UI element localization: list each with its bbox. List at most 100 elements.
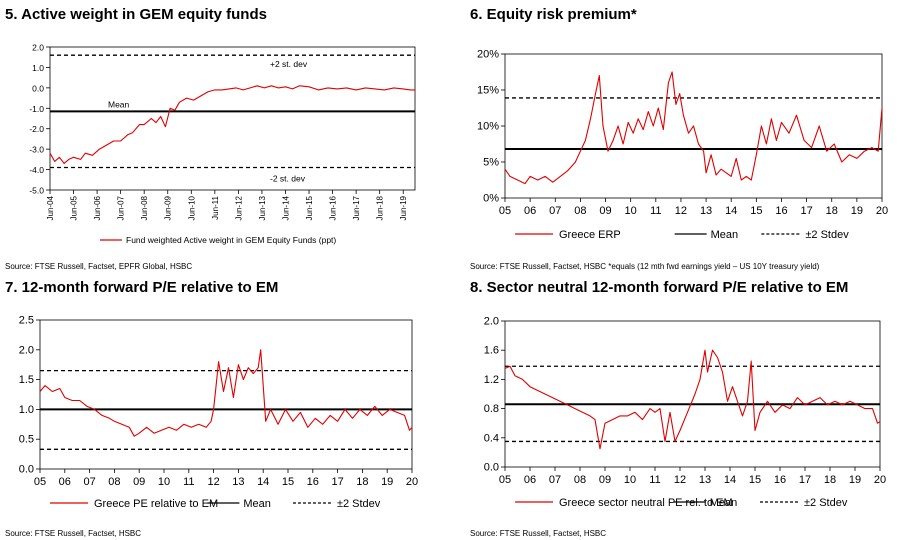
x-tick-label: 12 bbox=[675, 205, 687, 217]
x-tick-label: 09 bbox=[599, 205, 611, 217]
y-tick-label: 0.8 bbox=[484, 403, 499, 415]
x-tick-label: 08 bbox=[108, 476, 120, 488]
x-tick-label: Jun-08 bbox=[140, 195, 149, 220]
legend-label-mean: Mean bbox=[243, 498, 271, 510]
x-tick-label: 20 bbox=[406, 476, 418, 488]
x-tick-label: 09 bbox=[133, 476, 145, 488]
x-tick-label: 08 bbox=[574, 205, 586, 217]
x-tick-label: 19 bbox=[849, 474, 861, 486]
x-tick-label: Jun-19 bbox=[399, 195, 408, 220]
x-tick-label: Jun-05 bbox=[70, 195, 79, 220]
x-tick-label: Jun-06 bbox=[93, 195, 102, 220]
x-tick-label: 20 bbox=[874, 474, 886, 486]
x-tick-label: 18 bbox=[824, 474, 836, 486]
y-tick-label: 15% bbox=[477, 85, 499, 97]
y-tick-label: 2.0 bbox=[484, 316, 499, 328]
plot-frame bbox=[49, 46, 416, 191]
legend-label-series: Fund weighted Active weight in GEM Equit… bbox=[126, 235, 336, 245]
y-tick-label: -4.0 bbox=[29, 165, 44, 175]
x-tick-label: Jun-14 bbox=[281, 195, 290, 220]
y-tick-label: 1.6 bbox=[484, 345, 499, 357]
annotation-lower: -2 st. dev bbox=[270, 174, 306, 184]
x-tick-label: 13 bbox=[700, 205, 712, 217]
x-tick-label: 11 bbox=[649, 474, 660, 486]
x-tick-label: 13 bbox=[232, 476, 244, 488]
y-tick-label: -5.0 bbox=[29, 186, 44, 196]
x-tick-label: Jun-15 bbox=[305, 195, 314, 220]
x-tick-label: Jun-18 bbox=[376, 195, 385, 220]
y-tick-label: 2.5 bbox=[19, 315, 34, 327]
legend-label-mean: Mean bbox=[711, 229, 739, 241]
x-tick-label: 15 bbox=[749, 474, 761, 486]
y-tick-label: 5% bbox=[483, 157, 499, 169]
x-tick-label: 14 bbox=[724, 474, 736, 486]
chart-3-source: Source: FTSE Russell, Factset, HSBC bbox=[5, 529, 142, 538]
x-tick-label: 08 bbox=[574, 474, 586, 486]
x-tick-label: 11 bbox=[183, 476, 194, 488]
legend-label-series: Greece PE relative to EM bbox=[94, 498, 218, 510]
series-line-1 bbox=[504, 349, 881, 450]
x-tick-label: 16 bbox=[774, 474, 786, 486]
x-tick-label: 06 bbox=[524, 205, 536, 217]
y-tick-label: 2.0 bbox=[32, 43, 44, 53]
annotation-upper: +2 st. dev bbox=[270, 59, 308, 69]
x-tick-label: 17 bbox=[799, 474, 811, 486]
x-tick-label: 14 bbox=[257, 476, 269, 488]
y-tick-label: 0% bbox=[483, 193, 499, 205]
x-tick-label: 19 bbox=[851, 205, 863, 217]
legend-label-mean: Mean bbox=[710, 497, 738, 509]
y-tick-label: 1.2 bbox=[484, 374, 499, 386]
x-tick-label: 06 bbox=[524, 474, 536, 486]
y-tick-label: -3.0 bbox=[29, 145, 44, 155]
x-tick-label: Jun-07 bbox=[117, 195, 126, 220]
x-tick-label: 07 bbox=[83, 476, 95, 488]
chart-1-title: 5. Active weight in GEM equity funds bbox=[5, 6, 267, 23]
x-tick-label: Jun-13 bbox=[258, 195, 267, 220]
chart-2-source: Source: FTSE Russell, Factset, HSBC *equ… bbox=[470, 262, 820, 271]
plot-frame bbox=[504, 320, 881, 468]
x-tick-label: 17 bbox=[331, 476, 343, 488]
legend-label-series: Greece ERP bbox=[559, 229, 621, 241]
chart-2-title: 6. Equity risk premium* bbox=[470, 6, 637, 23]
y-tick-label: 0.5 bbox=[19, 434, 34, 446]
x-tick-label: Jun-17 bbox=[352, 195, 361, 220]
x-tick-label: 09 bbox=[599, 474, 611, 486]
x-tick-label: Jun-11 bbox=[211, 195, 220, 219]
x-tick-label: Jun-16 bbox=[329, 195, 338, 220]
x-tick-label: Jun-10 bbox=[187, 195, 196, 220]
chart-2: 20% 15% 10% 5% 0%05 06 07 08 09 10 11 12 13 14 15 16 17 1… bbox=[477, 49, 888, 242]
x-tick-label: 07 bbox=[549, 474, 561, 486]
series-line-1 bbox=[49, 85, 415, 164]
x-tick-label: 14 bbox=[725, 205, 737, 217]
legend-label-series: Greece sector neutral PE rel. to EM bbox=[559, 497, 733, 509]
x-tick-label: 15 bbox=[750, 205, 762, 217]
y-tick-label: 0.0 bbox=[32, 83, 44, 93]
chart-3: 2.5 2.0 1.5 1.0 0.5 0.005 06 07 08 09 10 11 12 13 14 15… bbox=[19, 315, 418, 511]
series-line-1 bbox=[504, 71, 883, 185]
y-tick-label: -2.0 bbox=[29, 124, 44, 134]
y-tick-label: 1.5 bbox=[19, 374, 34, 386]
series-line-1 bbox=[39, 349, 413, 437]
x-tick-label: 18 bbox=[826, 205, 838, 217]
legend-label-stdev: ±2 Stdev bbox=[804, 497, 848, 509]
x-tick-label: 19 bbox=[381, 476, 393, 488]
legend-label-stdev: ±2 Stdev bbox=[805, 229, 849, 241]
annotation-mean: Mean bbox=[108, 99, 130, 109]
x-tick-label: 13 bbox=[699, 474, 711, 486]
x-tick-label: 11 bbox=[650, 205, 661, 217]
y-tick-label: 2.0 bbox=[19, 344, 34, 356]
x-tick-label: Jun-09 bbox=[164, 195, 173, 220]
x-tick-label: 10 bbox=[624, 474, 636, 486]
chart-4-title: 8. Sector neutral 12-month forward P/E r… bbox=[470, 279, 849, 296]
x-tick-label: 06 bbox=[59, 476, 71, 488]
legend-label-stdev: ±2 Stdev bbox=[337, 498, 381, 510]
y-tick-label: 1.0 bbox=[32, 63, 44, 73]
x-tick-label: 18 bbox=[356, 476, 368, 488]
x-tick-label: 17 bbox=[800, 205, 812, 217]
chart-4-source: Source: FTSE Russell, Factset, HSBC bbox=[470, 529, 607, 538]
x-tick-label: 16 bbox=[307, 476, 319, 488]
chart-3-title: 7. 12-month forward P/E relative to EM bbox=[5, 279, 279, 296]
y-tick-label: 0.0 bbox=[484, 462, 499, 474]
x-tick-label: 20 bbox=[876, 205, 888, 217]
